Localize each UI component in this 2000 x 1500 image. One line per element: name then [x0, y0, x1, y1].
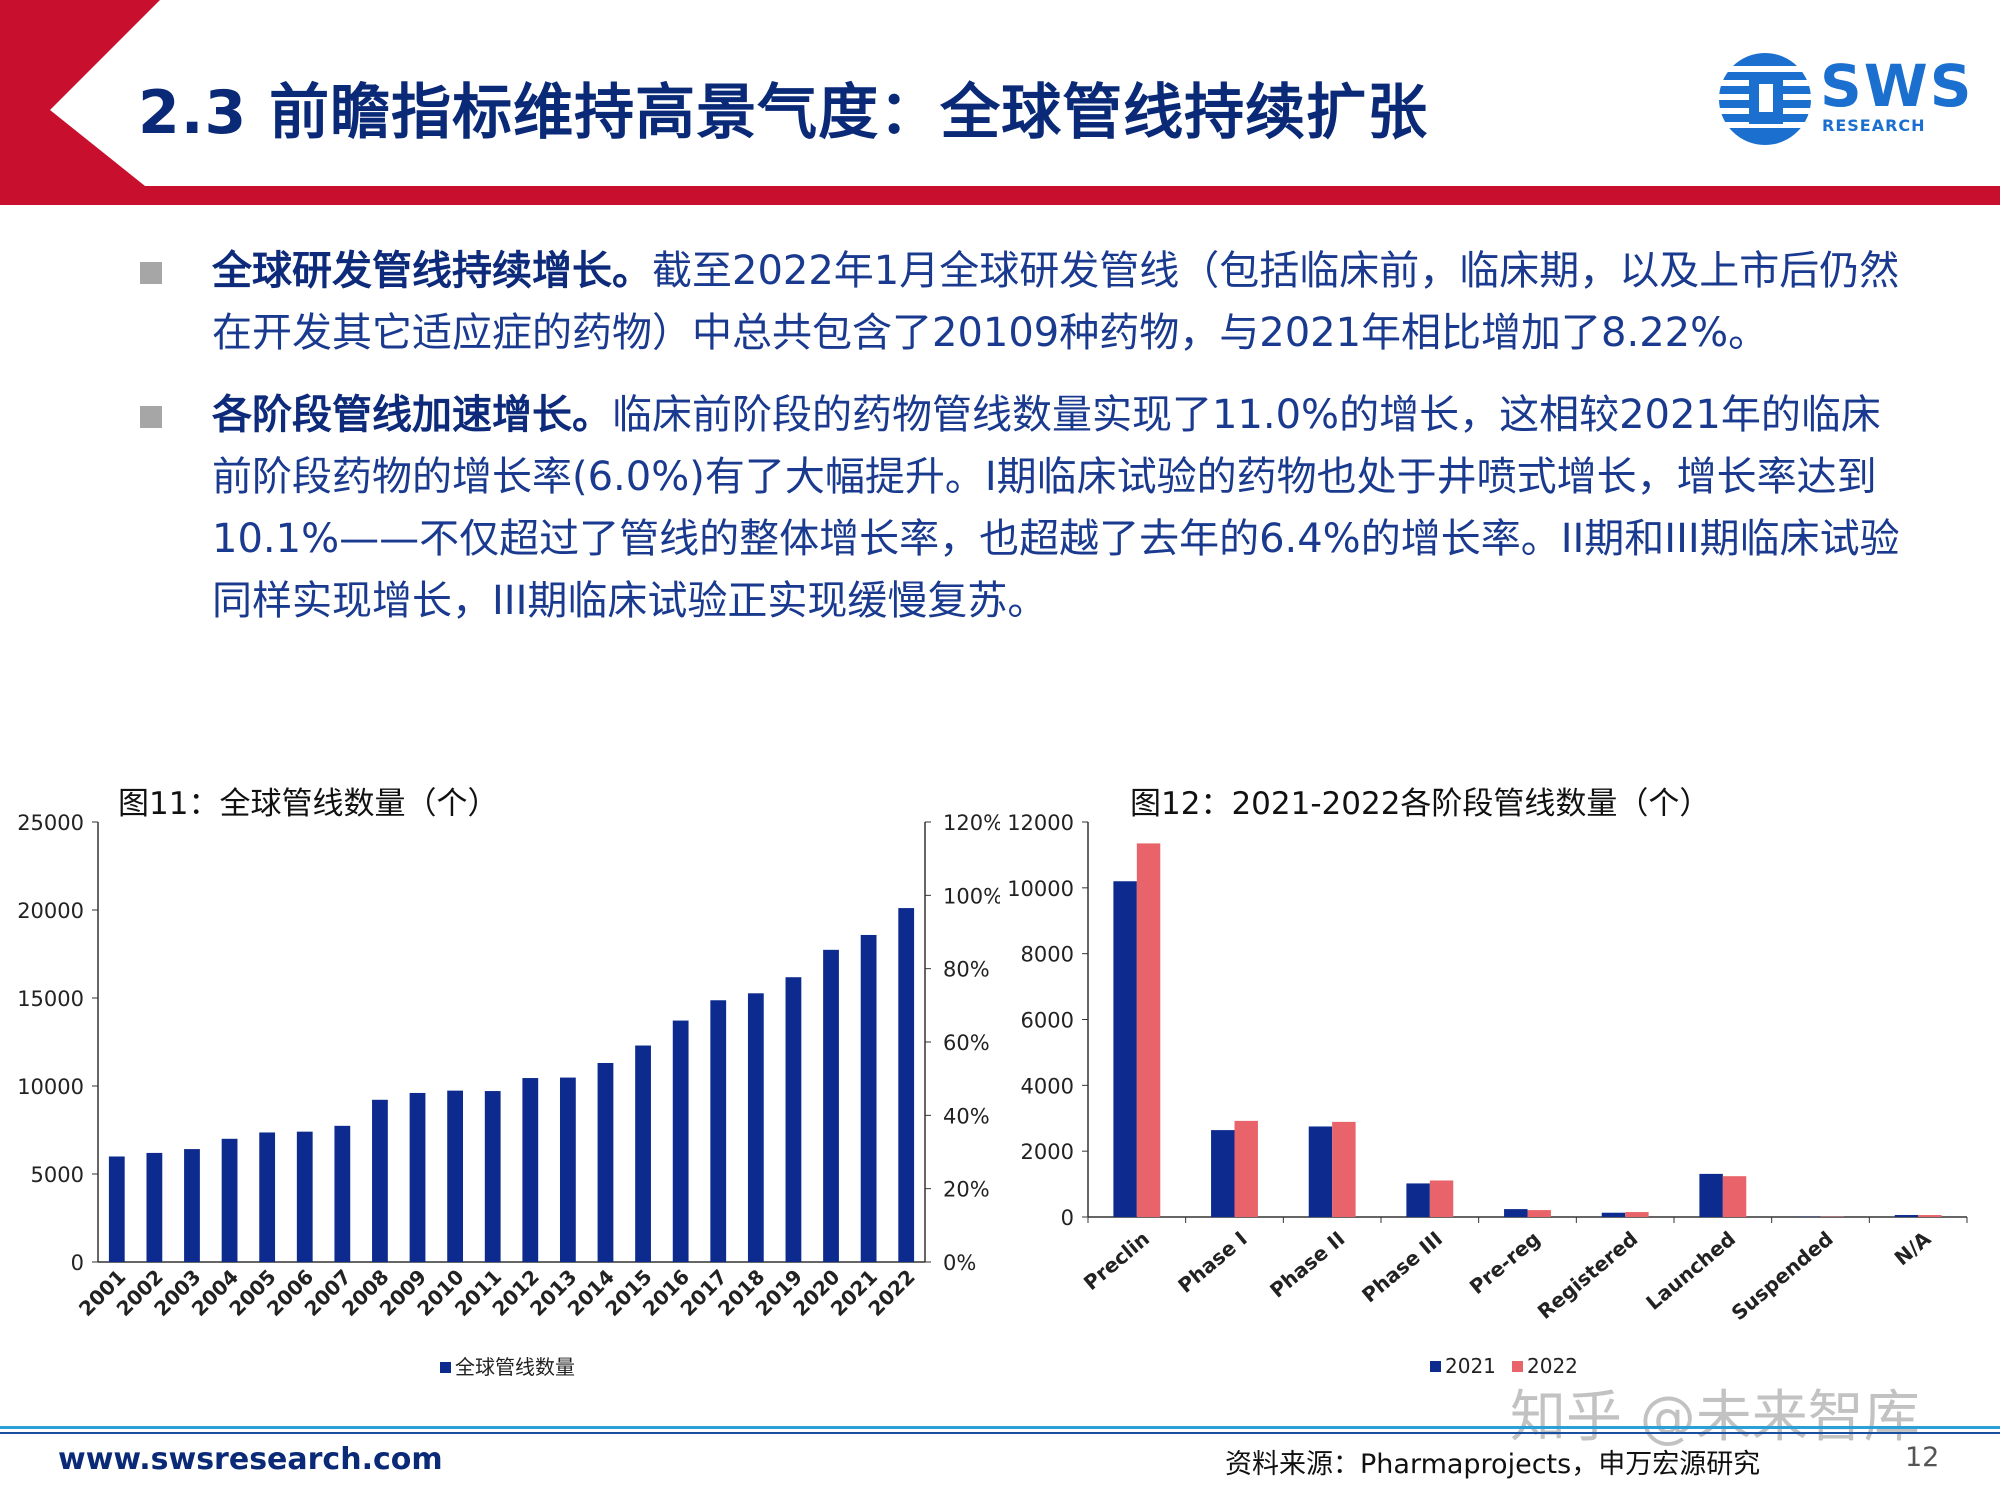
x-tick-label: Phase II	[1265, 1226, 1349, 1302]
legend-swatch	[1430, 1361, 1441, 1372]
bar	[447, 1090, 464, 1262]
bar	[1527, 1210, 1551, 1217]
y-tick-label: 4000	[1021, 1074, 1074, 1098]
x-tick-label: Suspended	[1727, 1226, 1838, 1325]
footer-divider	[0, 1432, 2000, 1434]
bar	[259, 1132, 276, 1262]
bar	[747, 993, 764, 1262]
bar	[221, 1138, 238, 1262]
y-tick-label: 15000	[17, 987, 84, 1011]
bar	[785, 977, 802, 1262]
bar	[522, 1078, 539, 1262]
chart2-title: 图12：2021-2022各阶段管线数量（个）	[1130, 786, 1711, 822]
chart1-title: 图11：全球管线数量（个）	[118, 786, 499, 822]
y-tick-label: 20000	[17, 899, 84, 923]
bar	[1332, 1121, 1356, 1217]
footer-url[interactable]: www.swsresearch.com	[58, 1442, 443, 1477]
footer-divider	[0, 1426, 2000, 1429]
y2-tick-label: 20%	[943, 1178, 990, 1202]
y2-tick-label: 100%	[943, 884, 1000, 908]
bar	[710, 1000, 727, 1262]
bar	[108, 1156, 125, 1262]
bar	[1699, 1173, 1723, 1217]
bar	[559, 1077, 576, 1262]
y-tick-label: 6000	[1021, 1009, 1074, 1033]
x-tick-label: Launched	[1641, 1226, 1740, 1314]
bar	[635, 1045, 651, 1262]
y-tick-label: 0	[1061, 1206, 1074, 1230]
sws-logo: SWS RESEARCH	[1715, 44, 1985, 154]
bar	[1308, 1126, 1333, 1217]
bullet-body: 临床前阶段的药物管线数量实现了11.0%的增长，这相较2021年的临床前阶段药物…	[212, 392, 1900, 624]
logo-text: SWS	[1820, 52, 1974, 120]
x-tick-label: Pre-reg	[1465, 1226, 1545, 1298]
y2-tick-label: 0%	[943, 1251, 976, 1275]
bar	[597, 1062, 614, 1262]
bar	[1918, 1215, 1942, 1217]
x-tick-label: N/A	[1890, 1226, 1936, 1270]
bar	[1211, 1130, 1235, 1217]
legend-label: 全球管线数量	[455, 1355, 575, 1379]
bullet-body: 截至2022年1月全球研发管线（包括临床前，临床期，以及上市后仍然在开发其它适应…	[212, 248, 1900, 356]
x-tick-label: Phase I	[1173, 1226, 1251, 1297]
bar	[1601, 1212, 1626, 1217]
bullet-item: 各阶段管线加速增长。临床前阶段的药物管线数量实现了11.0%的增长，这相较202…	[140, 384, 1900, 632]
bar	[146, 1152, 163, 1262]
x-tick-label: Preclin	[1079, 1226, 1154, 1294]
bar	[898, 908, 915, 1262]
legend-label: 2022	[1527, 1354, 1578, 1378]
y2-tick-label: 40%	[943, 1104, 990, 1128]
bar	[1894, 1215, 1919, 1217]
page-number: 12	[1905, 1442, 1940, 1473]
bar	[372, 1099, 388, 1262]
globe-icon	[1719, 53, 1811, 145]
bar	[672, 1020, 689, 1262]
y2-tick-label: 80%	[943, 958, 990, 982]
y-tick-label: 2000	[1021, 1140, 1074, 1164]
bar	[184, 1149, 200, 1262]
bar	[1136, 843, 1161, 1217]
bar	[296, 1131, 313, 1262]
bar	[1234, 1120, 1258, 1217]
y2-tick-label: 60%	[943, 1031, 990, 1055]
legend-swatch	[1512, 1361, 1523, 1372]
bullet-heading: 全球研发管线持续增长。	[212, 248, 652, 294]
y-tick-label: 10000	[1007, 877, 1074, 901]
y2-tick-label: 120%	[943, 811, 1000, 835]
y-tick-label: 10000	[17, 1075, 84, 1099]
bar	[1406, 1183, 1430, 1217]
legend-label: 2021	[1445, 1354, 1496, 1378]
bar	[860, 934, 877, 1262]
bar	[1722, 1176, 1747, 1217]
chart2-phase-pipeline: 0 2000 4000 6000 8000 10000 12000 Preclin Phase …	[1007, 811, 1968, 1378]
legend-swatch	[440, 1362, 451, 1373]
y-tick-label: 25000	[17, 811, 84, 835]
bullet-list: 全球研发管线持续增长。截至2022年1月全球研发管线（包括临床前，临床期，以及上…	[140, 240, 1900, 652]
bar	[1113, 881, 1137, 1217]
bar	[823, 949, 839, 1262]
bar	[1625, 1212, 1649, 1217]
chart1-global-pipeline: 0 5000 10000 15000 20000 25000 0% 20% 40% 60% 80% 1…	[17, 811, 1000, 1379]
watermark: 知乎 @未来智库	[1510, 1385, 1920, 1450]
logo-subtext: RESEARCH	[1822, 116, 1926, 135]
bar	[1504, 1209, 1528, 1217]
bar	[1429, 1180, 1454, 1217]
x-tick-label: Phase III	[1357, 1226, 1447, 1307]
x-tick-label: Registered	[1533, 1226, 1643, 1323]
y-tick-label: 5000	[31, 1163, 84, 1187]
bullet-square-icon	[140, 406, 162, 428]
bar	[409, 1092, 426, 1262]
bullet-heading: 各阶段管线加速增长。	[212, 392, 612, 438]
bullet-square-icon	[140, 262, 162, 284]
y-tick-label: 12000	[1007, 811, 1074, 835]
bar	[334, 1125, 351, 1262]
bullet-item: 全球研发管线持续增长。截至2022年1月全球研发管线（包括临床前，临床期，以及上…	[140, 240, 1900, 364]
footer-source: 资料来源：Pharmaprojects，申万宏源研究	[1225, 1449, 1761, 1480]
bar	[484, 1091, 501, 1262]
header-banner	[0, 0, 2000, 205]
y-tick-label: 8000	[1021, 943, 1074, 967]
y-tick-label: 0	[71, 1251, 84, 1275]
slide-title: 2.3 前瞻指标维持高景气度：全球管线持续扩张	[138, 78, 1429, 148]
